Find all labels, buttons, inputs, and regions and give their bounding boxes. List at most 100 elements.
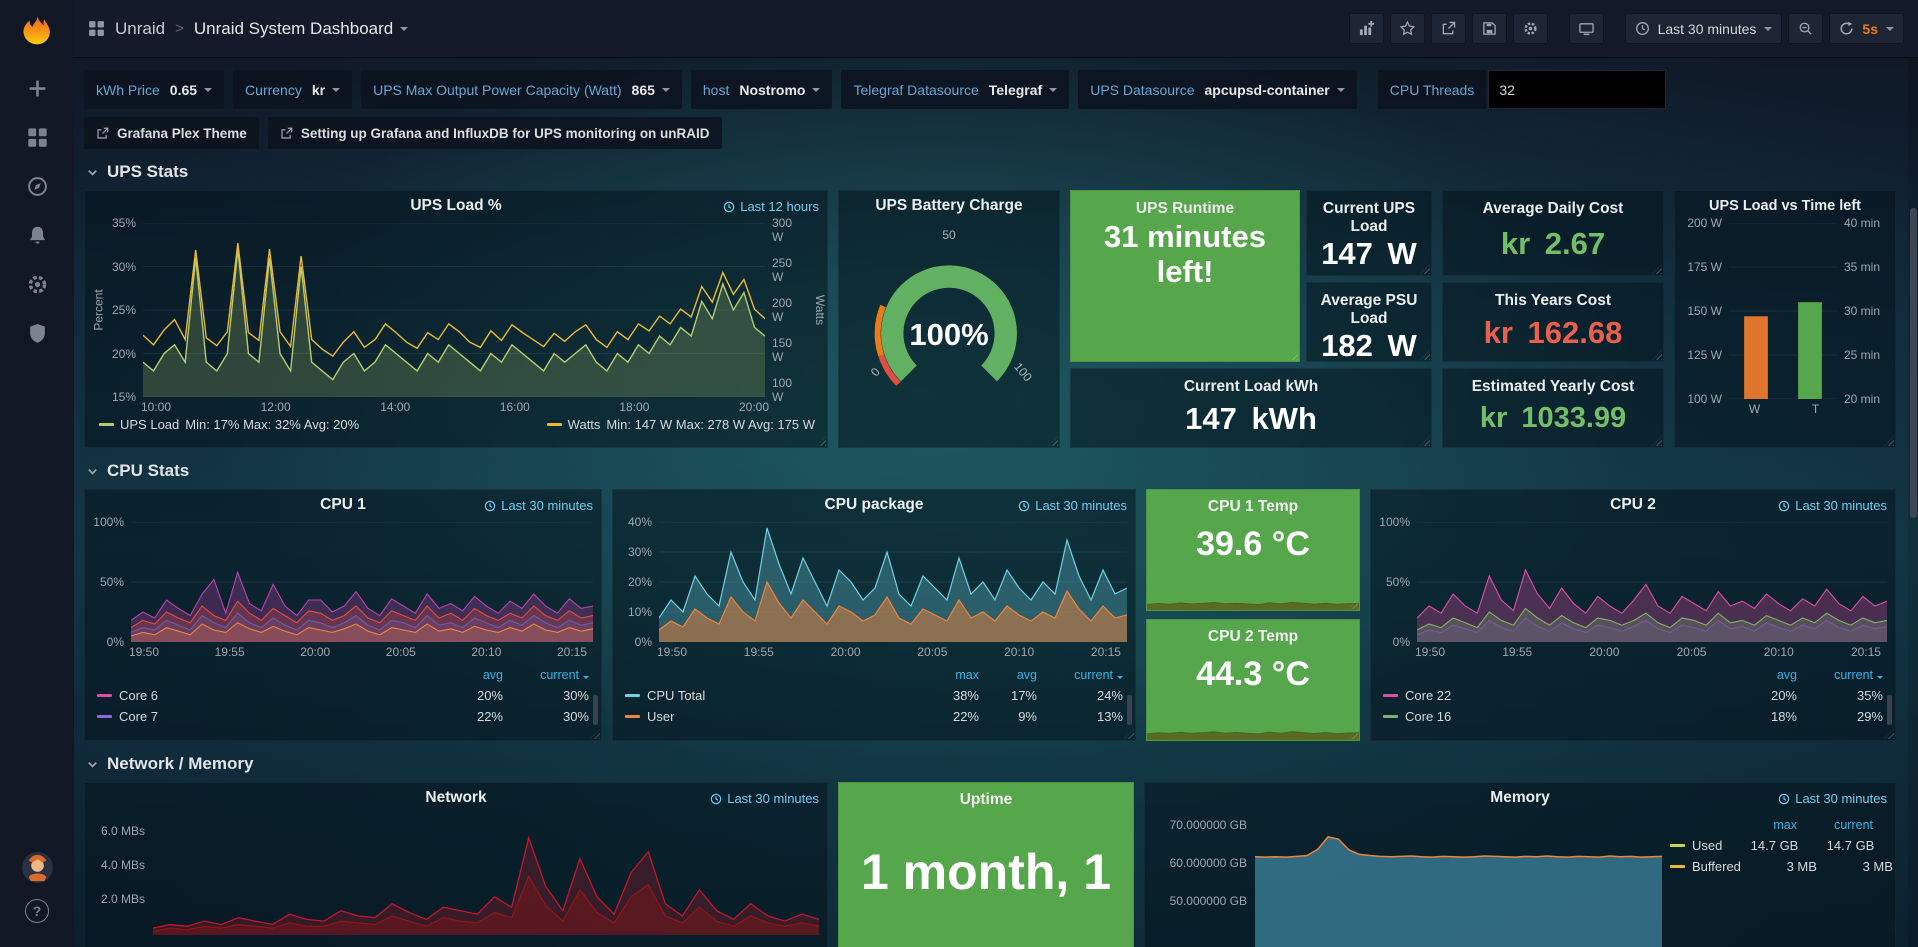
- section-header-ups-stats[interactable]: UPS Stats: [86, 162, 1896, 182]
- legend-column-header[interactable]: current: [1834, 818, 1873, 832]
- cpu2-chart[interactable]: [1417, 522, 1887, 642]
- variable-value-dropdown[interactable]: kr: [312, 82, 341, 98]
- panel-title[interactable]: UPS Load vs Time left: [1708, 198, 1862, 214]
- panel-title[interactable]: Current UPS Load: [1322, 200, 1416, 235]
- zoom-out-button[interactable]: [1788, 13, 1824, 44]
- legend-series-toggle[interactable]: Core 6: [97, 688, 439, 703]
- panel-title[interactable]: CPU 1 Temp: [1207, 498, 1299, 515]
- legend-column-header[interactable]: max: [955, 668, 979, 682]
- ups-load-chart[interactable]: [143, 223, 765, 397]
- legend-series-dash: [1670, 865, 1685, 868]
- variable-label: UPS Max Output Power Capacity (Watt): [373, 81, 622, 98]
- chevron-down-icon: [88, 761, 97, 768]
- panel-title[interactable]: Average PSU Load: [1320, 292, 1418, 327]
- dashboard-title-menu[interactable]: Unraid System Dashboard: [194, 19, 409, 39]
- variable-value-dropdown[interactable]: Nostromo: [739, 82, 821, 98]
- section-header-network-memory[interactable]: Network / Memory: [86, 754, 1896, 774]
- panel-title[interactable]: Memory: [1490, 789, 1550, 806]
- dashboard-link[interactable]: Grafana Plex Theme: [84, 117, 259, 149]
- panel-title[interactable]: CPU 1: [320, 496, 366, 513]
- dashboard-link[interactable]: Setting up Grafana and InfluxDB for UPS …: [267, 117, 722, 149]
- settings-gear-icon: [1523, 22, 1537, 35]
- variable-value-dropdown[interactable]: Telegraf: [989, 82, 1058, 98]
- chevron-down-icon: [204, 87, 213, 92]
- legend-column-header[interactable]: avg: [1016, 668, 1037, 682]
- user-avatar[interactable]: [21, 852, 53, 883]
- panel-time-range-tag[interactable]: Last 12 hours: [723, 199, 819, 214]
- cpu-threads-input[interactable]: [1488, 70, 1667, 109]
- x-axis-tick: 20:10: [471, 644, 502, 659]
- panel-time-range-tag[interactable]: Last 30 minutes: [484, 498, 593, 513]
- legend-scrollbar[interactable]: [1127, 695, 1132, 725]
- legend-item[interactable]: UPS Load Min: 17% Max: 32% Avg: 20%: [99, 417, 359, 432]
- share-dashboard-button[interactable]: [1430, 13, 1466, 44]
- legend-series-toggle[interactable]: CPU Total: [625, 688, 921, 703]
- legend-column-header-sort[interactable]: current: [1797, 668, 1883, 682]
- time-range-picker[interactable]: Last 30 minutes: [1624, 13, 1783, 44]
- legend-scrollbar[interactable]: [593, 695, 598, 725]
- legend-column-header[interactable]: avg: [1776, 668, 1797, 682]
- panel-title[interactable]: CPU package: [824, 496, 924, 513]
- panel-title[interactable]: UPS Load %: [410, 197, 502, 214]
- panel-time-range-tag[interactable]: Last 30 minutes: [710, 791, 819, 806]
- ups-bars-chart[interactable]: [1729, 223, 1837, 399]
- panel-time-range-tag[interactable]: Last 30 minutes: [1778, 791, 1887, 806]
- explore-compass-icon[interactable]: [0, 162, 74, 211]
- breadcrumb-app[interactable]: Unraid: [115, 18, 166, 38]
- section-title: Network / Memory: [107, 754, 254, 773]
- panel-title[interactable]: UPS Battery Charge: [875, 197, 1023, 214]
- configuration-gear-icon[interactable]: [0, 260, 74, 309]
- variable-value-dropdown[interactable]: apcupsd-container: [1205, 82, 1345, 98]
- panel-title[interactable]: Network: [425, 789, 487, 806]
- legend-row: Core 7 22% 30%: [97, 706, 589, 727]
- stat-value: 31 minutes left!: [1104, 219, 1266, 289]
- network-chart[interactable]: [153, 817, 819, 935]
- variable-value-dropdown[interactable]: 0.65: [170, 82, 213, 98]
- legend-series-toggle[interactable]: Core 7: [97, 709, 439, 724]
- legend-series-dash: [1670, 844, 1685, 847]
- dashboard-settings-button[interactable]: [1512, 13, 1548, 44]
- x-axis-tick: 20:00: [738, 399, 769, 414]
- alerting-bell-icon[interactable]: [0, 211, 74, 260]
- panel-title[interactable]: Average Daily Cost: [1482, 200, 1624, 217]
- panel-time-range-tag[interactable]: Last 30 minutes: [1018, 498, 1127, 513]
- page-scrollbar-thumb[interactable]: [1910, 208, 1917, 518]
- legend-series-toggle[interactable]: Buffered: [1670, 859, 1741, 874]
- panel-title[interactable]: UPS Runtime: [1135, 200, 1235, 217]
- page-scrollbar-track[interactable]: [1908, 58, 1918, 947]
- x-axis-tick: 20:05: [917, 644, 948, 659]
- cpu-package-chart[interactable]: [659, 522, 1127, 642]
- grafana-logo[interactable]: [18, 0, 56, 64]
- panel-title[interactable]: Current Load kWh: [1183, 378, 1319, 395]
- panel-title[interactable]: Estimated Yearly Cost: [1471, 378, 1635, 395]
- legend-item[interactable]: Watts Min: 147 W Max: 278 W Avg: 175 W: [546, 417, 815, 432]
- cycle-view-button[interactable]: [1568, 13, 1604, 44]
- panel-title[interactable]: CPU 2 Temp: [1207, 628, 1299, 645]
- refresh-button[interactable]: 5s: [1829, 13, 1904, 44]
- admin-shield-icon[interactable]: [0, 309, 74, 358]
- memory-chart[interactable]: [1255, 817, 1662, 947]
- legend-series-toggle[interactable]: User: [625, 709, 921, 724]
- star-dashboard-button[interactable]: [1389, 13, 1425, 44]
- legend-column-header-sort[interactable]: current: [503, 668, 589, 682]
- add-panel-button[interactable]: [1348, 13, 1384, 44]
- legend-scrollbar[interactable]: [1887, 695, 1892, 725]
- dashboards-icon[interactable]: [0, 113, 74, 162]
- section-header-cpu-stats[interactable]: CPU Stats: [86, 461, 1896, 481]
- legend-series-toggle[interactable]: Core 22: [1383, 688, 1733, 703]
- legend-column-header[interactable]: avg: [482, 668, 503, 682]
- panel-title[interactable]: This Years Cost: [1494, 292, 1611, 309]
- legend-column-header-sort[interactable]: current: [1037, 668, 1123, 682]
- panel-time-range-tag[interactable]: Last 30 minutes: [1778, 498, 1887, 513]
- panel-title[interactable]: Uptime: [959, 791, 1013, 808]
- legend-series-toggle[interactable]: Core 16: [1383, 709, 1733, 724]
- variable-value-dropdown[interactable]: 865: [632, 82, 670, 98]
- legend-row: Core 22 20% 35%: [1383, 685, 1883, 706]
- create-plus-icon[interactable]: [0, 64, 74, 113]
- legend-series-toggle[interactable]: Used: [1670, 838, 1722, 853]
- legend-column-header[interactable]: max: [1773, 818, 1797, 832]
- cpu1-chart[interactable]: [131, 522, 593, 642]
- help-icon[interactable]: ?: [25, 899, 49, 923]
- panel-title[interactable]: CPU 2: [1610, 496, 1656, 513]
- save-dashboard-button[interactable]: [1471, 13, 1507, 44]
